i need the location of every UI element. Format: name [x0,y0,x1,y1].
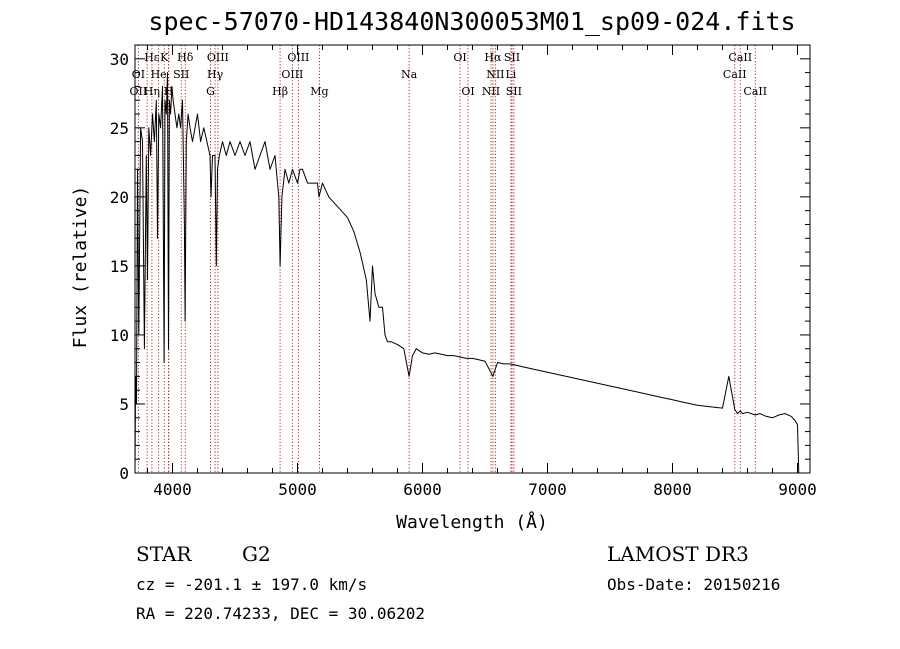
y-tick-label: 0 [119,464,129,483]
line-label: Na [401,68,418,81]
line-label: SII [173,68,189,81]
line-label: Hβ [272,85,288,98]
line-label: CaII [743,85,767,98]
line-label: Li [505,68,516,81]
chart-title: spec-57070-HD143840N300053M01_sp09-024.f… [148,7,795,36]
spectrum-series [134,72,800,474]
y-tick-label: 10 [110,326,129,345]
line-label: Hα [484,51,502,64]
line-label: He [151,68,167,81]
y-tick-label: 15 [110,257,129,276]
series-spectrum [134,72,800,474]
object-class: STAR [136,542,192,566]
line-label: CaII [723,68,747,81]
x-tick-label: 8000 [653,480,692,499]
obs-date-text: Obs-Date: 20150216 [607,575,780,594]
line-label: Hδ [177,51,194,64]
line-label: OI [453,51,466,64]
x-tick-label: 5000 [278,480,317,499]
line-label: K [160,51,169,64]
y-tick-label: 25 [110,119,129,138]
y-tick-label: 5 [119,395,129,414]
y-axis-label: Flux (relative) [70,186,91,349]
line-label: SII [506,85,522,98]
y-tick-label: 20 [110,188,129,207]
line-label: OII [130,85,148,98]
line-label: Hγ [207,68,224,81]
line-label: NII [482,85,500,98]
line-label: OIII [207,51,229,64]
y-tick-label: 30 [110,50,129,69]
line-label: NII [486,68,504,81]
plot-frame [134,44,811,474]
redshift-text: cz = -201.1 ± 197.0 km/s [136,575,367,594]
line-label: OI [132,68,145,81]
x-tick-label: 6000 [403,480,442,499]
line-label: OIII [281,68,303,81]
x-axis-label: Wavelength (Å) [396,511,548,533]
x-tick-label: 7000 [528,480,567,499]
x-tick-label: 4000 [153,480,192,499]
object-subclass: G2 [242,542,271,566]
spectral-line-markers [137,45,756,473]
line-label: Mg [310,85,328,98]
x-tick-label: 9000 [778,480,817,499]
line-label: OIII [287,51,309,64]
survey-name: LAMOST DR3 [607,542,749,566]
line-label: H [164,85,174,98]
coordinates-text: RA = 220.74233, DEC = 30.06202 [136,604,425,623]
line-label: CaII [728,51,752,64]
line-label: OI [461,85,474,98]
line-label: SII [504,51,520,64]
axes: 4000 5000 6000 7000 8000 9000 0 5 10 15 20 25 30 [110,44,817,499]
line-label: Hη [144,85,160,98]
line-label: Hε [144,51,160,64]
line-label: G [206,85,215,98]
